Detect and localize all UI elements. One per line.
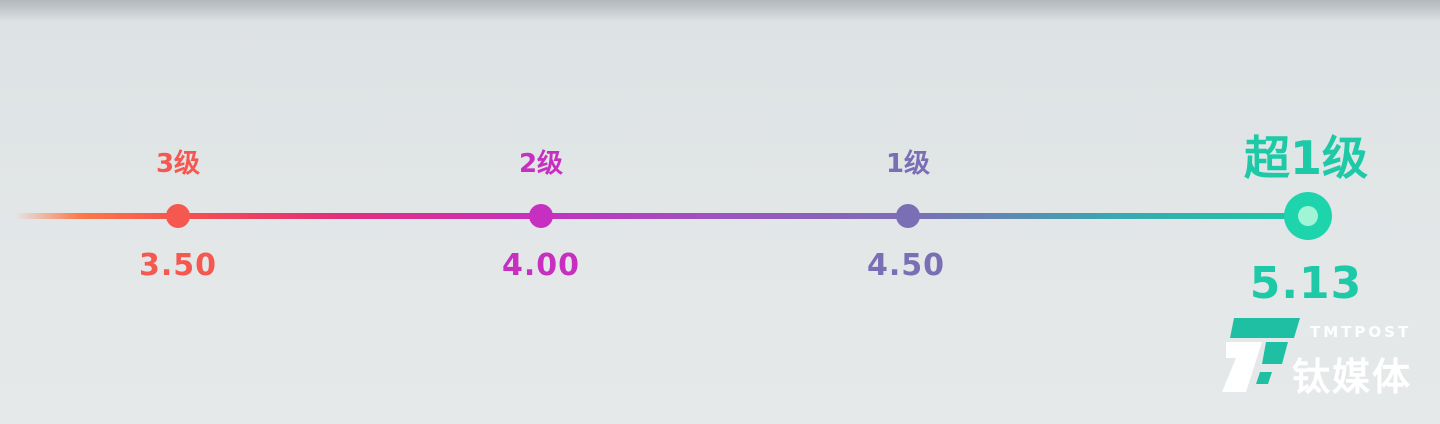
top-shade	[0, 0, 1440, 22]
value-1: 4.50	[866, 248, 946, 283]
value-2: 4.00	[501, 248, 581, 283]
marker-super-1	[1284, 192, 1332, 240]
value-super-1: 5.13	[1249, 258, 1363, 309]
marker-1	[896, 204, 920, 228]
level-label-super-1: 超1级	[1243, 131, 1369, 185]
level-label-3: 3级	[155, 149, 201, 179]
logo-text-en: TMTPOST	[1310, 323, 1412, 341]
level-label-2: 2级	[518, 149, 564, 179]
scale-line	[15, 213, 1305, 219]
marker-3	[166, 204, 190, 228]
tmtpost-logo-icon	[1222, 318, 1300, 392]
marker-2	[529, 204, 553, 228]
tmtpost-logo: TMTPOST 钛媒体	[1222, 318, 1422, 399]
level-label-1: 1级	[885, 149, 931, 179]
value-3: 3.50	[138, 248, 218, 283]
logo-text-cn: 钛媒体	[1292, 355, 1413, 399]
